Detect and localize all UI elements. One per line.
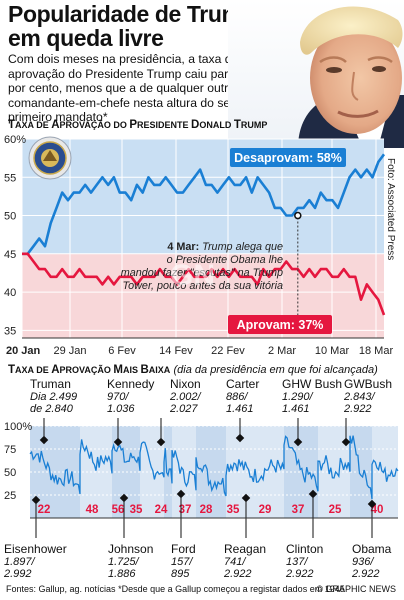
x-tick-label: 22 Fev [211,345,245,357]
president-label-nixon: Nixon 2.002/ 2.027 [170,377,201,415]
president-label-ghw-bush: GHW Bush 1.290/ 1.461 [282,377,343,415]
footer-note: *Desde que a Gallup começou a registar d… [118,584,345,594]
y-tick-label: 100% [4,421,32,433]
president-label-reagan: Reagan 741/ 2.922 [224,542,267,580]
low-value-label: 40 [371,504,384,516]
low-value-label: 56 [112,504,125,516]
svg-text:Aprovam: 37%: Aprovam: 37% [237,318,324,332]
y-tick-label: 60% [4,135,26,146]
y-tick-label: 55 [4,172,16,184]
low-marker [156,437,166,447]
photo-credit: Foto: Associated Press [385,158,396,261]
y-tick-label: 50 [4,211,16,223]
president-label-truman: Truman Dia 2.499 de 2.840 [30,377,78,415]
y-tick-label: 25 [4,490,16,502]
president-label-gw-bush: GWBush 2.843/ 2.922 [344,377,393,415]
president-label-eisenhower: Eisenhower 1.897/ 2.992 [4,542,67,580]
president-label-kennedy: Kennedy 970/ 1.036 [107,377,155,415]
president-label-carter: Carter 886/ 1.461 [226,377,260,415]
low-marker [31,495,41,505]
low-value-label: 35 [130,504,143,516]
disapprove-label: Desaprovam: 58% [230,148,346,167]
low-value-label: 29 [259,504,272,516]
approve-label: Aprovam: 37% [228,315,332,334]
y-tick-label: 45 [4,249,16,261]
low-marker [176,489,186,499]
president-label-obama: Obama 936/ 2.922 [352,542,392,580]
low-marker [293,437,303,447]
low-value-label: 25 [329,504,342,516]
low-marker [308,489,318,499]
low-marker [113,437,123,447]
annotation-text: 4 Mar: Trump alega que o Presidente Obama… [121,241,283,292]
low-marker [367,499,377,509]
x-tick-label: 10 Mar [315,345,350,357]
x-tick-label: 20 Jan [6,345,41,357]
approve-line [22,252,386,316]
x-tick-label: 6 Fev [108,345,136,357]
president-label-ford: Ford 157/ 895 [171,542,196,580]
x-tick-label: 2 Mar [268,345,296,357]
approval-chart: 60% 55 50 45 40 35 20 Jan 29 Jan 6 Fev 14 Fev 22 F… [4,135,394,357]
president-label-clinton: Clinton 137/ 2.922 [286,542,324,580]
watermark-logo: GN [170,259,215,292]
president-label-johnson: Johnson 1.725/ 1.886 [108,542,154,580]
x-tick-label: 29 Jan [53,345,86,357]
footer-sources: Fontes: Gallup, ag. notícias [6,584,116,594]
headline: Popularidade de Trump em queda livre [8,2,258,50]
low-marker [341,437,351,447]
low-marker [235,433,245,443]
y-tick-label: 75 [4,444,16,456]
y-tick-label: 50 [4,467,16,479]
low-marker [39,435,49,445]
low-value-label: 28 [200,504,213,516]
x-tick-label: 14 Fev [159,345,193,357]
x-tick-label: 18 Mar [359,345,394,357]
chart2-title: Taxa de Aprovação Mais Baixa (dia da pre… [8,364,378,376]
svg-text:Desaprovam: 58%: Desaprovam: 58% [234,151,342,165]
low-marker [241,493,251,503]
low-marker [119,493,129,503]
presidential-seal-icon [28,136,72,180]
chart1-title: Taxa de Aprovação do Presidente Donald T… [8,119,268,131]
disapprove-line [22,153,386,256]
y-tick-label: 40 [4,287,16,299]
lowest-approval-chart: 100% 75 50 25 22 48 56 35 24 37 28 35 29 37 25 40 [4,418,399,538]
low-value-label: 37 [292,504,305,516]
low-value-label: 48 [86,504,99,516]
headline-line-2: em queda livre [8,25,164,51]
y-tick-label: 35 [4,325,16,337]
headline-line-1: Popularidade de Trump [8,1,256,27]
low-value-label: 22 [38,504,51,516]
low-value-label: 24 [155,504,168,516]
trump-photo [228,0,404,148]
footer: Fontes: Gallup, ag. notícias *Desde que … [6,584,400,594]
annotation-marker [294,211,302,220]
low-value-label: 35 [227,504,240,516]
subtitle: Com dois meses na presidência, a taxa de… [8,52,252,125]
footer-copyright: © GRAPHIC NEWS [316,584,396,594]
low-value-label: 37 [179,504,192,516]
approval-history-line [29,435,399,500]
